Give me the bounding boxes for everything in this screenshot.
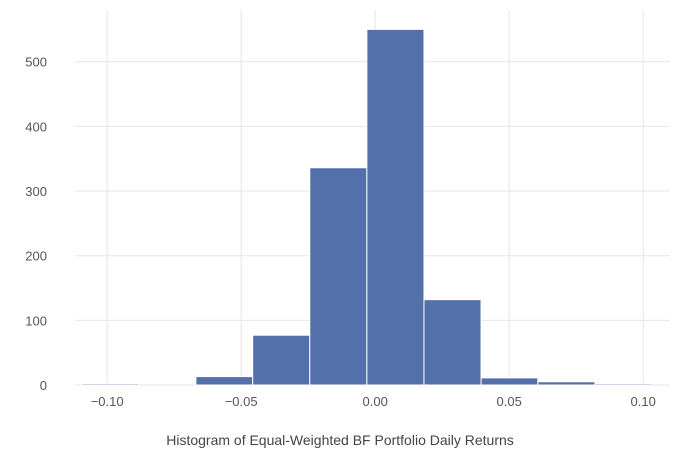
y-tick-label: 0 <box>40 378 47 393</box>
y-axis-ticks: 0 100 200 300 400 500 <box>25 55 47 393</box>
y-tick-label: 500 <box>25 55 47 70</box>
y-tick-label: 200 <box>25 249 47 264</box>
y-tick-label: 300 <box>25 184 47 199</box>
histogram-bar <box>252 334 311 386</box>
histogram-bar <box>195 376 254 386</box>
histogram-bar <box>423 299 482 386</box>
histogram-bar <box>309 167 368 386</box>
histogram-bar <box>537 381 596 386</box>
histogram-bar <box>81 383 140 386</box>
y-tick-label: 400 <box>25 119 47 134</box>
x-tick-label: 0.05 <box>497 394 522 409</box>
chart-canvas: 0 100 200 300 400 500 −0.10 −0.05 0.00 0.05 0.10 <box>25 10 670 409</box>
x-axis-ticks: −0.10 −0.05 0.00 0.05 0.10 <box>91 394 656 409</box>
histogram-bar <box>366 28 425 386</box>
x-tick-label: 0.10 <box>631 394 656 409</box>
x-tick-label: 0.00 <box>363 394 388 409</box>
histogram-bar <box>594 383 653 386</box>
chart-caption: Histogram of Equal-Weighted BF Portfolio… <box>166 432 514 448</box>
x-tick-label: −0.10 <box>91 394 124 409</box>
histogram-bar <box>480 377 539 386</box>
x-tick-label: −0.05 <box>225 394 258 409</box>
y-tick-label: 100 <box>25 313 47 328</box>
bar-layer <box>81 28 653 386</box>
